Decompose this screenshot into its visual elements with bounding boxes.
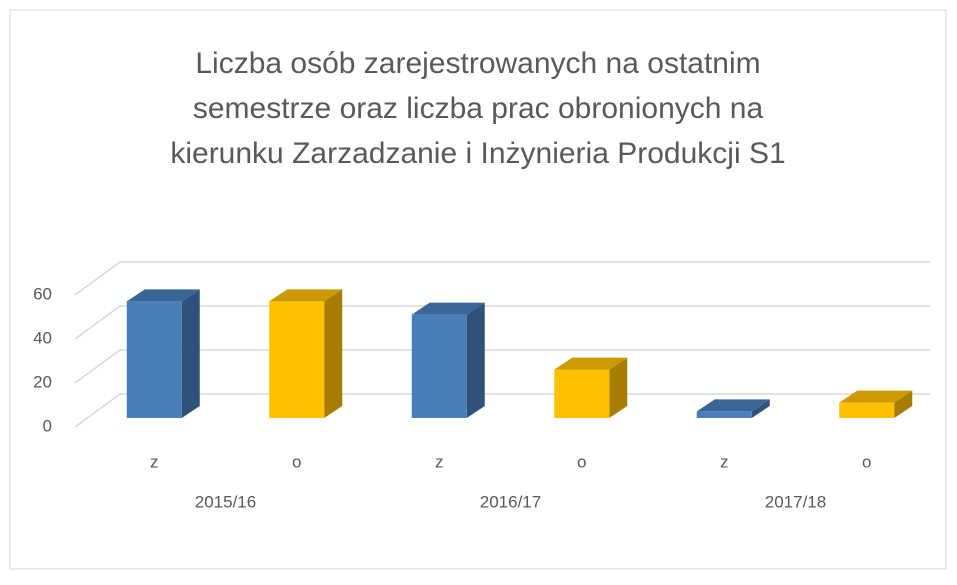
chart-title: Liczba osób zarejestrowanych na ostatnim [195,47,760,80]
group-label: 2016/17 [480,492,541,511]
x-tick-label: o [577,452,586,471]
bar [554,357,628,418]
bar-side [181,289,200,418]
x-tick-label: z [720,452,729,471]
bar-top [126,289,200,302]
bar-side [609,357,628,418]
group-label: 2015/16 [195,492,256,511]
bar-side [324,289,343,418]
bar-top [269,289,343,302]
y-tick-label: 0 [43,416,52,435]
grid-line [74,349,930,384]
x-tick-label: z [435,452,444,471]
bar-front [696,411,752,418]
bar-top [411,302,485,315]
bar [411,302,485,418]
x-tick-label: z [150,452,159,471]
y-tick-label: 20 [33,372,52,391]
bar [269,289,343,418]
bar [696,399,770,418]
y-tick-label: 60 [33,284,52,303]
grid-line [74,261,930,296]
bar-front [839,402,895,418]
bar-side [466,302,485,418]
group-label: 2017/18 [765,492,826,511]
y-tick-label: 40 [33,328,52,347]
bar-top [554,357,628,370]
x-tick-label: o [862,452,871,471]
bar-top [696,399,770,412]
bar-front [411,314,467,418]
x-tick-label: o [292,452,301,471]
bar-side [751,399,770,418]
bar [839,390,913,418]
grid-line [74,393,930,428]
grid-line [74,305,930,340]
bar-front [126,301,182,418]
bar-side [894,390,913,418]
bar-top [839,390,913,403]
bar [126,289,200,418]
chart-title: kierunku Zarzadzanie i Inżynieria Produk… [170,137,785,170]
bar-front [554,369,610,418]
bar-front [269,301,325,418]
chart-title: semestrze oraz liczba prac obronionych n… [193,92,764,125]
